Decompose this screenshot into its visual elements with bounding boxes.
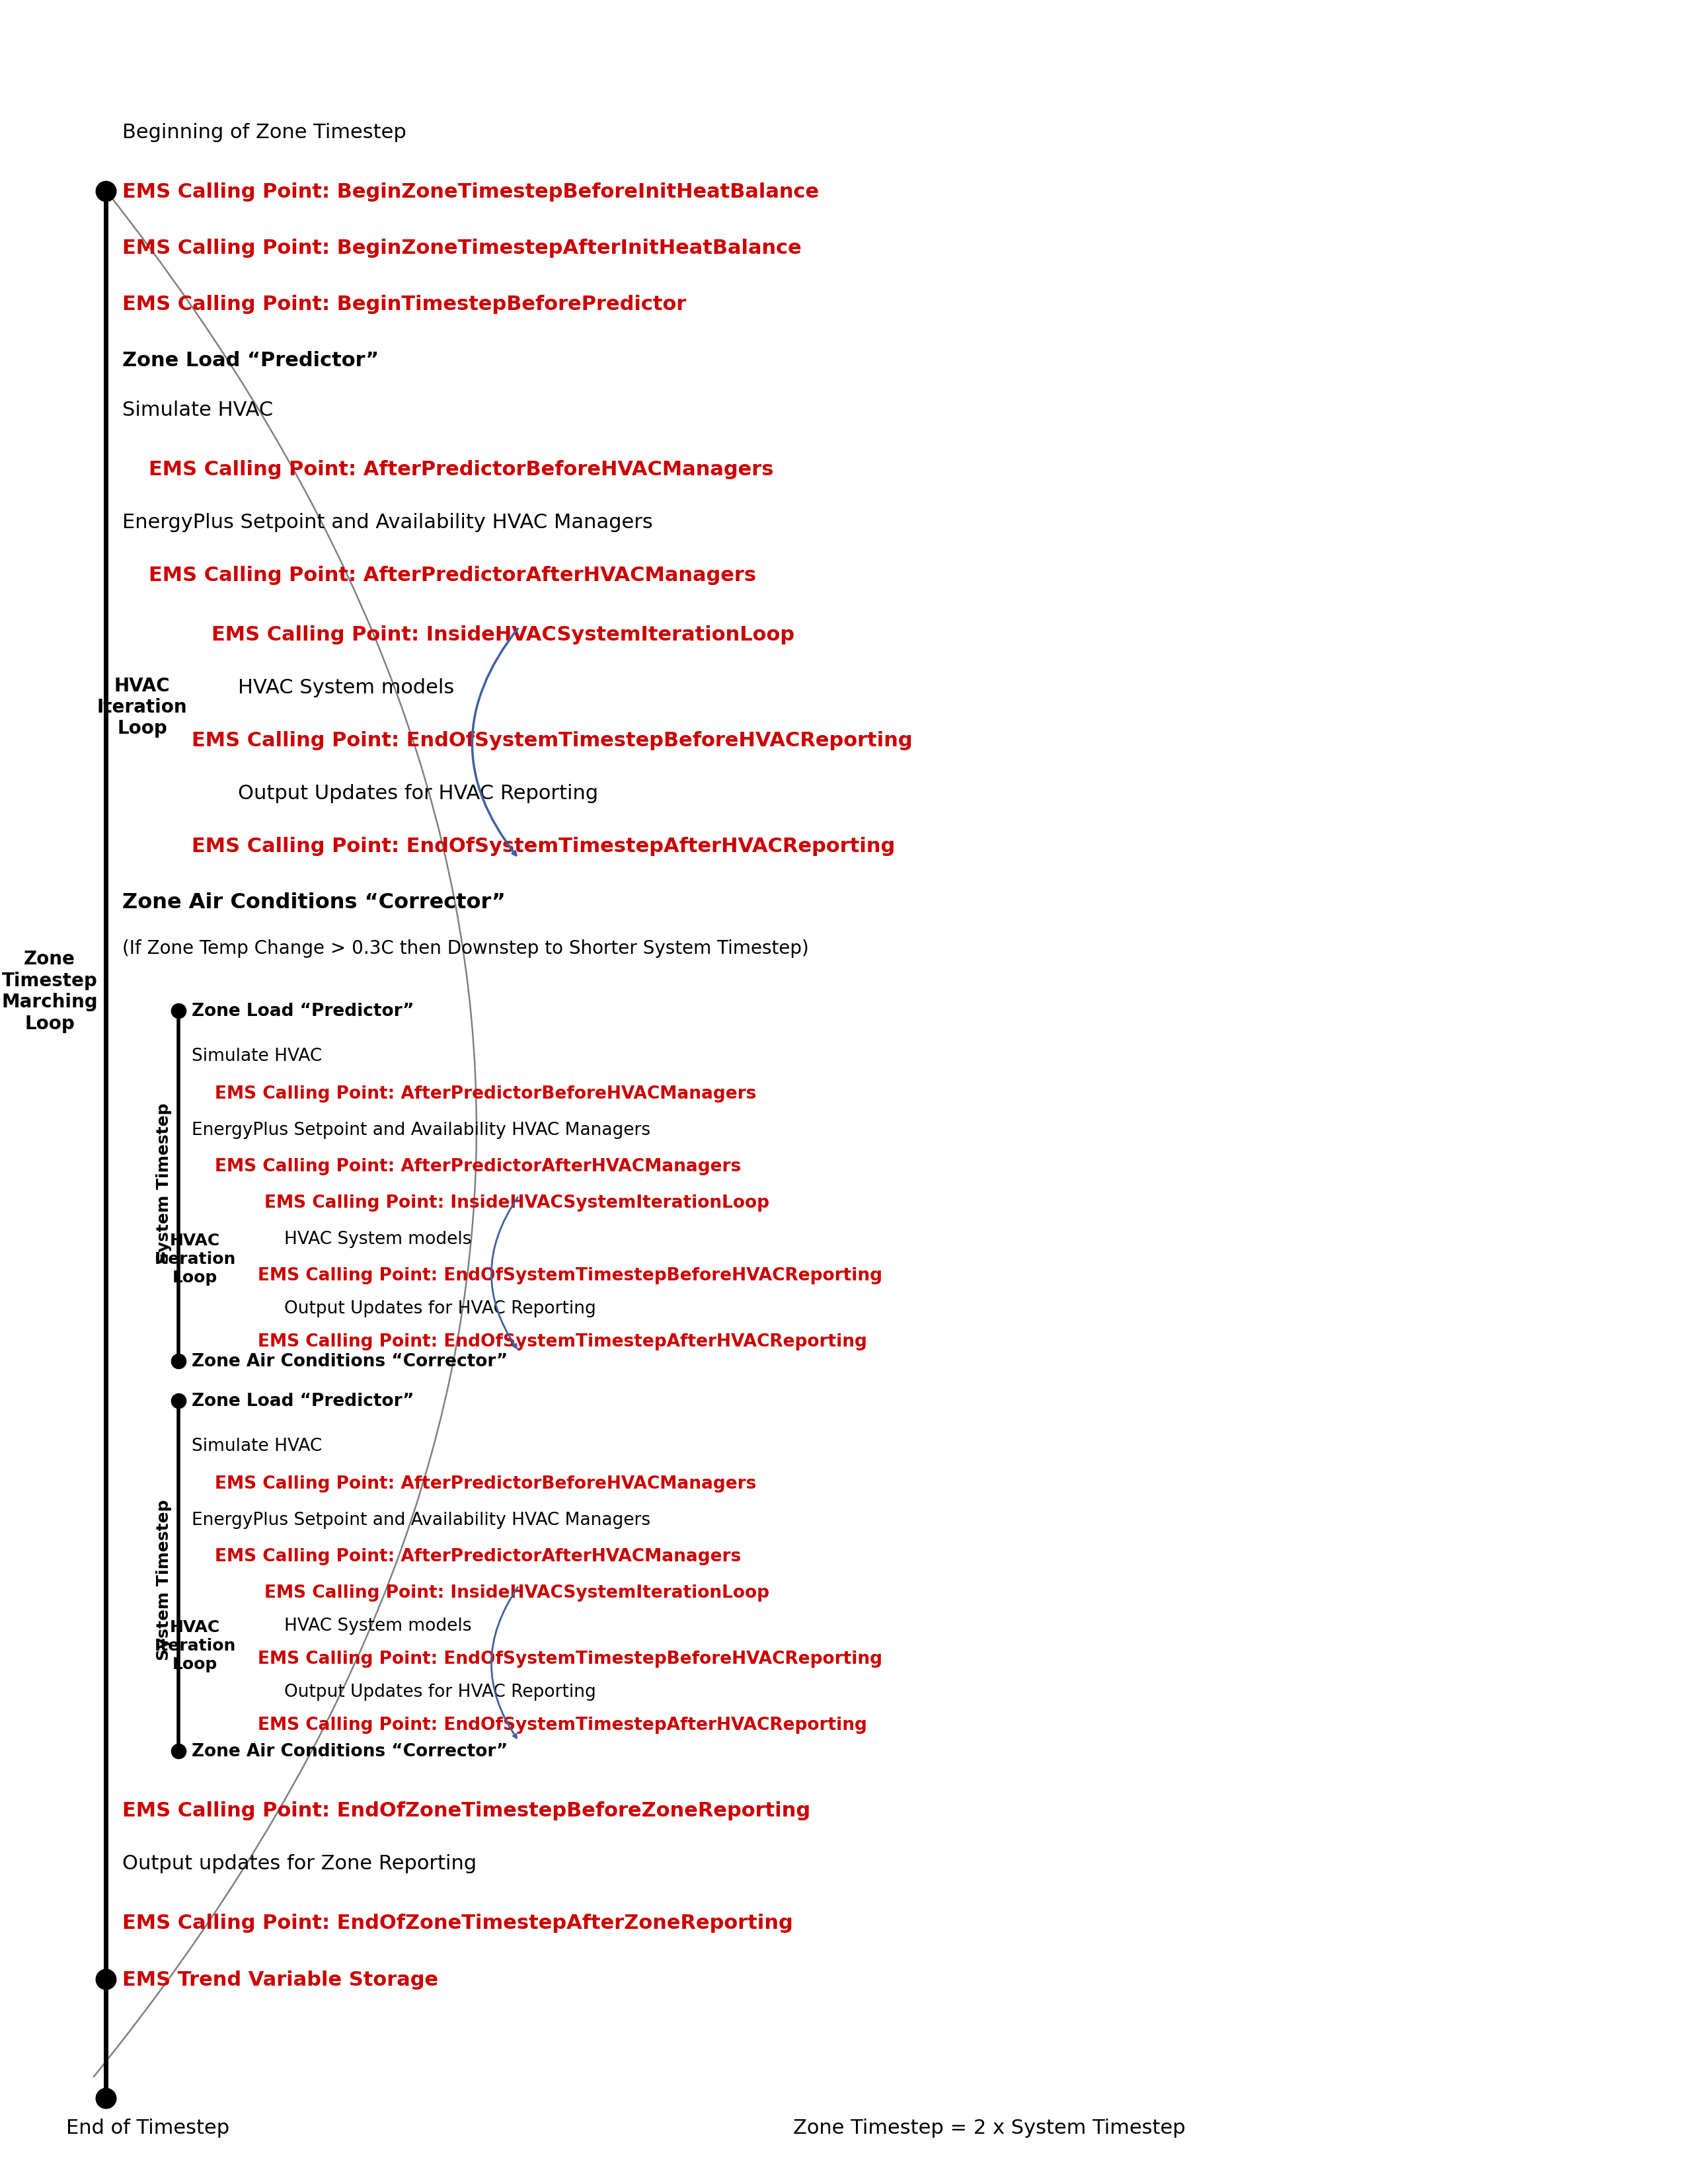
Text: EMS Calling Point: AfterPredictorBeforeHVACManagers: EMS Calling Point: AfterPredictorBeforeH…	[214, 1474, 756, 1492]
Text: Output updates for Zone Reporting: Output updates for Zone Reporting	[122, 1854, 476, 1874]
Text: HVAC
Iteration
Loop: HVAC Iteration Loop	[96, 677, 187, 738]
Text: HVAC System models: HVAC System models	[284, 1616, 471, 1634]
Text: EMS Calling Point: EndOfSystemTimestepAfterHVACReporting: EMS Calling Point: EndOfSystemTimestepAf…	[192, 836, 895, 856]
Text: EMS Calling Point: BeginZoneTimestepBeforeInitHeatBalance: EMS Calling Point: BeginZoneTimestepBefo…	[122, 181, 819, 201]
Text: (If Zone Temp Change > 0.3C then Downstep to Shorter System Timestep): (If Zone Temp Change > 0.3C then Downste…	[122, 939, 809, 957]
Text: Beginning of Zone Timestep: Beginning of Zone Timestep	[122, 122, 407, 142]
Text: EMS Calling Point: AfterPredictorBeforeHVACManagers: EMS Calling Point: AfterPredictorBeforeH…	[149, 459, 773, 478]
Text: Zone Air Conditions “Corrector”: Zone Air Conditions “Corrector”	[192, 1352, 508, 1369]
Text: EMS Calling Point: AfterPredictorAfterHVACManagers: EMS Calling Point: AfterPredictorAfterHV…	[214, 1548, 741, 1564]
Text: EMS Calling Point: EndOfSystemTimestepBeforeHVACReporting: EMS Calling Point: EndOfSystemTimestepBe…	[258, 1651, 883, 1666]
Text: EMS Calling Point: AfterPredictorAfterHVACManagers: EMS Calling Point: AfterPredictorAfterHV…	[214, 1158, 741, 1175]
Text: Simulate HVAC: Simulate HVAC	[192, 1048, 322, 1064]
Text: Simulate HVAC: Simulate HVAC	[192, 1437, 322, 1455]
Text: EMS Calling Point: EndOfZoneTimestepAfterZoneReporting: EMS Calling Point: EndOfZoneTimestepAfte…	[122, 1913, 793, 1933]
Text: EMS Calling Point: EndOfSystemTimestepAfterHVACReporting: EMS Calling Point: EndOfSystemTimestepAf…	[258, 1717, 868, 1734]
Text: System Timestep: System Timestep	[155, 1103, 172, 1262]
Text: EMS Calling Point: InsideHVACSystemIterationLoop: EMS Calling Point: InsideHVACSystemItera…	[265, 1583, 770, 1601]
Text: HVAC
Iteration
Loop: HVAC Iteration Loop	[154, 1232, 236, 1284]
Text: HVAC System models: HVAC System models	[238, 677, 454, 697]
Text: EMS Trend Variable Storage: EMS Trend Variable Storage	[122, 1970, 439, 1990]
Text: EMS Calling Point: EndOfSystemTimestepBeforeHVACReporting: EMS Calling Point: EndOfSystemTimestepBe…	[258, 1267, 883, 1284]
Text: Zone Load “Predictor”: Zone Load “Predictor”	[192, 1393, 414, 1409]
Text: Zone Air Conditions “Corrector”: Zone Air Conditions “Corrector”	[192, 1743, 508, 1760]
Text: EnergyPlus Setpoint and Availability HVAC Managers: EnergyPlus Setpoint and Availability HVA…	[192, 1120, 650, 1138]
Text: HVAC
Iteration
Loop: HVAC Iteration Loop	[154, 1618, 236, 1671]
Text: EMS Calling Point: AfterPredictorAfterHVACManagers: EMS Calling Point: AfterPredictorAfterHV…	[149, 566, 756, 585]
Text: EMS Calling Point: BeginZoneTimestepAfterInitHeatBalance: EMS Calling Point: BeginZoneTimestepAfte…	[122, 238, 802, 258]
Text: End of Timestep: End of Timestep	[66, 2118, 230, 2138]
Text: EnergyPlus Setpoint and Availability HVAC Managers: EnergyPlus Setpoint and Availability HVA…	[122, 513, 653, 531]
Text: EMS Calling Point: BeginTimestepBeforePredictor: EMS Calling Point: BeginTimestepBeforePr…	[122, 295, 687, 314]
Text: EMS Calling Point: AfterPredictorBeforeHVACManagers: EMS Calling Point: AfterPredictorBeforeH…	[214, 1085, 756, 1103]
Text: Zone Air Conditions “Corrector”: Zone Air Conditions “Corrector”	[122, 891, 505, 913]
Text: EMS Calling Point: InsideHVACSystemIterationLoop: EMS Calling Point: InsideHVACSystemItera…	[265, 1195, 770, 1212]
Text: Output Updates for HVAC Reporting: Output Updates for HVAC Reporting	[284, 1684, 596, 1701]
Text: EnergyPlus Setpoint and Availability HVAC Managers: EnergyPlus Setpoint and Availability HVA…	[192, 1511, 650, 1529]
Text: Zone Load “Predictor”: Zone Load “Predictor”	[122, 352, 378, 369]
Text: EMS Calling Point: InsideHVACSystemIterationLoop: EMS Calling Point: InsideHVACSystemItera…	[211, 625, 795, 644]
Text: Output Updates for HVAC Reporting: Output Updates for HVAC Reporting	[238, 784, 598, 802]
Text: Simulate HVAC: Simulate HVAC	[122, 400, 273, 419]
Text: EMS Calling Point: EndOfSystemTimestepBeforeHVACReporting: EMS Calling Point: EndOfSystemTimestepBe…	[192, 729, 913, 749]
Text: EMS Calling Point: EndOfZoneTimestepBeforeZoneReporting: EMS Calling Point: EndOfZoneTimestepBefo…	[122, 1802, 810, 1819]
Text: Zone Timestep = 2 x System Timestep: Zone Timestep = 2 x System Timestep	[793, 2118, 1185, 2138]
Text: Zone
Timestep
Marching
Loop: Zone Timestep Marching Loop	[2, 950, 98, 1033]
Text: EMS Calling Point: EndOfSystemTimestepAfterHVACReporting: EMS Calling Point: EndOfSystemTimestepAf…	[258, 1332, 868, 1350]
Text: HVAC System models: HVAC System models	[284, 1230, 471, 1247]
Text: System Timestep: System Timestep	[155, 1498, 172, 1660]
Text: Zone Load “Predictor”: Zone Load “Predictor”	[192, 1002, 414, 1020]
Text: Output Updates for HVAC Reporting: Output Updates for HVAC Reporting	[284, 1299, 596, 1317]
